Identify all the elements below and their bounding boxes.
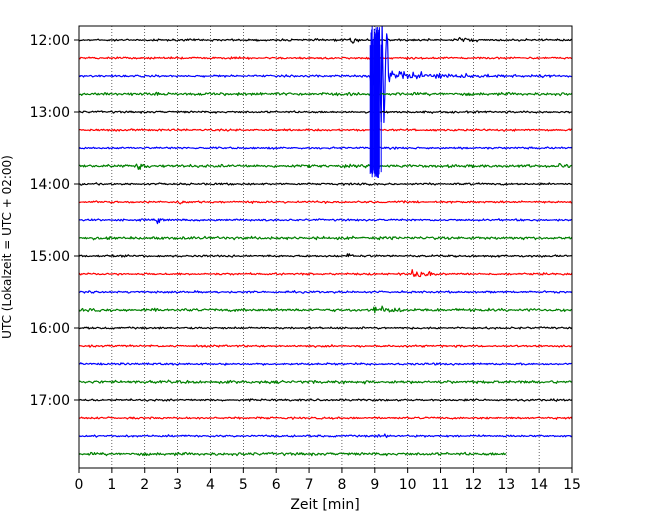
trace-row-1515 [79,269,572,278]
trace-row-1500 [79,253,572,258]
trace-row-1730 [79,433,572,439]
trace-row-1430 [79,218,572,225]
seismogram-traces [79,26,572,457]
trace-row-1645 [79,379,572,385]
trace-row-1345 [79,162,572,170]
y-axis-ticks: 12:00 13:00 14:00 15:00 16:00 17:00 [30,33,79,409]
trace-row-1230 [79,26,572,124]
trace-row-1215 [79,56,572,60]
x-tick-label: 10 [399,477,417,493]
trace-row-1400 [79,182,572,186]
trace-row-1745 [79,451,507,457]
x-tick-label: 8 [337,477,346,493]
trace-row-1245 [79,91,572,97]
x-tick-label: 12 [464,477,482,493]
y-tick-label: 17:00 [30,393,70,409]
gridlines [111,26,540,468]
x-tick-label: 6 [272,477,281,493]
trace-row-1530 [79,290,572,294]
trace-row-1545 [79,305,572,314]
y-tick-label: 12:00 [30,33,70,49]
plot-frame [78,25,573,469]
y-axis-label: UTC (Lokalzeit = UTC + 02:00) [0,155,14,339]
y-tick-label: 13:00 [30,105,70,121]
trace-row-1700 [79,398,572,402]
trace-row-1600 [79,326,572,330]
x-tick-label: 14 [530,477,548,493]
y-tick-label: 14:00 [30,177,70,193]
x-axis-ticks: 0 1 2 3 4 5 6 7 8 9 10 11 12 13 14 15 [75,468,581,493]
x-tick-label: 13 [497,477,515,493]
x-axis-label: Zeit [min] [290,497,359,513]
x-tick-label: 3 [173,477,182,493]
x-tick-label: 2 [140,477,149,493]
y-tick-label: 15:00 [30,249,70,265]
trace-row-1300 [79,110,572,114]
trace-row-1200 [79,36,572,44]
trace-row-1615 [79,344,572,348]
x-tick-label: 1 [107,477,116,493]
trace-row-1315 [79,128,572,132]
x-tick-label: 5 [239,477,248,493]
x-tick-label: 15 [563,477,581,493]
x-tick-label: 9 [370,477,379,493]
trace-row-1630 [79,362,572,366]
trace-row-1330 [79,146,572,150]
x-tick-label: 4 [206,477,215,493]
trace-row-1445 [79,235,572,241]
x-tick-label: 0 [75,477,84,493]
trace-row-1715 [79,416,572,420]
x-tick-label: 11 [432,477,450,493]
x-tick-label: 7 [305,477,314,493]
y-tick-label: 16:00 [30,321,70,337]
trace-row-1415 [79,200,572,205]
